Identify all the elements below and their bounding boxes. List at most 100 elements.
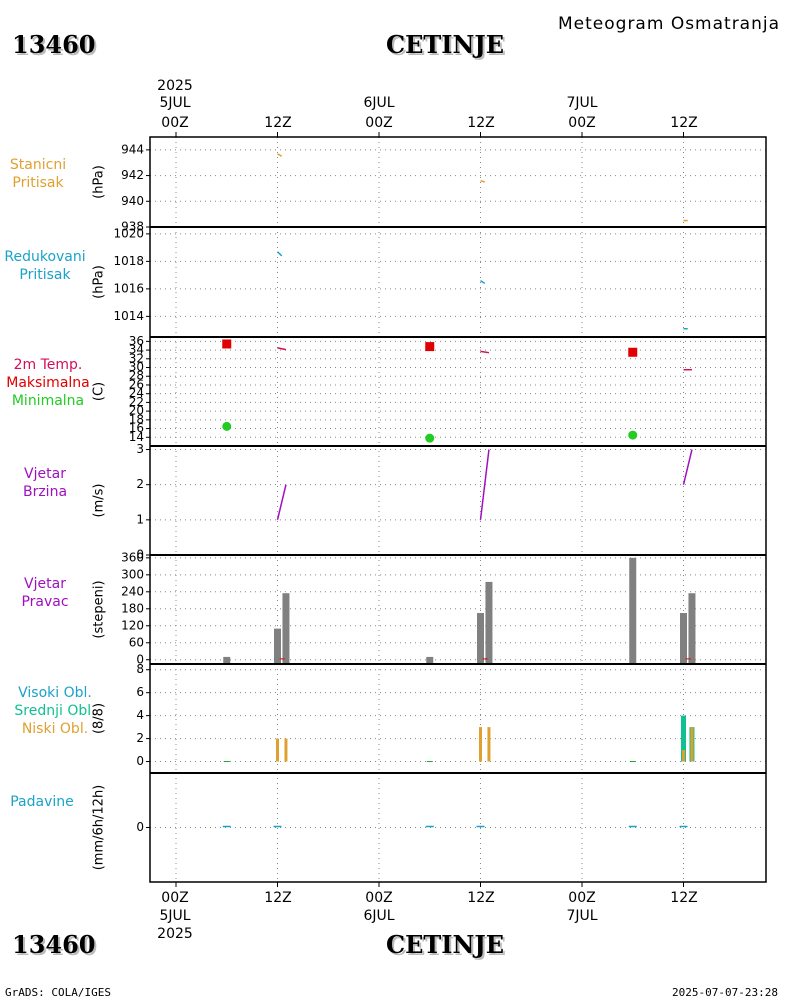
label-station-pressure-line1: Stanicni (9, 157, 67, 173)
cloud-low-bar-3 (487, 727, 491, 762)
wind-direction-bar-0 (223, 656, 231, 664)
temperature-ytick-label-8: 30 (129, 360, 144, 374)
station_pressure-segment-0 (277, 153, 283, 157)
top-hour-label-1: 00Z (161, 115, 189, 131)
label-wind-direction-line2: Pravac (21, 594, 69, 610)
temperature-ytick-label-11: 36 (129, 334, 144, 348)
footer-credit: GrADS: COLA/IGES (5, 986, 111, 999)
bottom-day-label-1: 5JUL (159, 908, 191, 924)
label-wind-direction-line1: Vjetar (24, 576, 66, 592)
reduced_pressure-ytick-label-1: 1016 (113, 281, 144, 295)
station_pressure-ytick-label-1: 940 (121, 194, 144, 208)
label-clouds: Visoki Obl. Srednji Obl. Niski Obl. (0, 684, 110, 738)
clouds-ytick-label-3: 6 (136, 685, 144, 699)
station-name-top: CETINJE (386, 30, 505, 59)
bottom-day-label-2: 6JUL (363, 908, 395, 924)
temp-min-marker-0 (222, 421, 232, 431)
label-temperature-line2: Maksimalna (6, 375, 90, 391)
clouds-ytick-label-0: 0 (136, 754, 144, 768)
temperature-ytick-label-7: 28 (129, 369, 144, 383)
cloud-low-bar-0 (276, 738, 279, 762)
wind-direction-bar-5 (485, 581, 493, 664)
station_pressure-ytick-label-2: 942 (121, 168, 144, 182)
bottom-year-label: 2025 (157, 926, 193, 942)
label-precipitation-line1: Padavine (10, 794, 74, 810)
reduced_pressure-segment-1 (480, 279, 486, 285)
label-clouds-line2: Srednji Obl. (14, 703, 96, 719)
temp-2m-segment-0 (277, 347, 287, 351)
reduced_pressure-segment-0 (276, 251, 283, 257)
wind_direction-unit-label: (stepeni) (92, 580, 107, 638)
clouds-ytick-label-4: 8 (136, 662, 144, 676)
top-day-label-3: 7JUL (566, 95, 598, 111)
wind-speed-segment-2 (682, 449, 693, 485)
top-hour-label-2: 12Z (264, 115, 292, 131)
bottom-day-label-3: 7JUL (566, 908, 598, 924)
temperature-ytick-label-1: 16 (129, 421, 144, 435)
clouds-unit-label: (8/8) (92, 703, 107, 734)
station-id-top: 13460 (12, 30, 96, 59)
temp-max-marker-2 (628, 347, 638, 357)
bottom-hour-label-5: 00Z (568, 890, 596, 906)
reduced_pressure-unit-label: (hPa) (92, 265, 107, 299)
station_pressure-ytick-label-3: 944 (121, 142, 144, 156)
wind_direction-ytick-label-3: 180 (121, 601, 144, 615)
meteogram-title: Meteogram Osmatranja (558, 14, 781, 34)
top-hour-label-3: 00Z (365, 115, 393, 131)
temperature-ytick-label-0: 14 (129, 430, 144, 444)
wind_direction-ytick-label-4: 240 (121, 584, 144, 598)
reduced_pressure-ytick-label-2: 1018 (113, 254, 144, 268)
top-day-label-1: 5JUL (159, 95, 191, 111)
bottom-hour-label-1: 00Z (161, 890, 189, 906)
temperature-ytick-label-2: 18 (129, 412, 144, 426)
top-day-label-2: 6JUL (363, 95, 395, 111)
wind_direction-ytick-label-1: 60 (129, 635, 144, 649)
wind-direction-bar-8 (688, 593, 696, 664)
label-reduced-pressure-line2: Pritisak (19, 267, 71, 283)
station_pressure-unit-label: (hPa) (92, 165, 107, 199)
temperature-ytick-label-6: 26 (129, 377, 144, 391)
bottom-hour-label-3: 00Z (365, 890, 393, 906)
temperature-unit-label: (C) (92, 382, 107, 401)
temp-max-marker-1 (425, 342, 435, 352)
temp-2m-segment-1 (480, 350, 490, 354)
temperature-ytick-label-4: 22 (129, 395, 144, 409)
reduced_pressure-ytick-label-3: 1020 (113, 226, 144, 240)
precipitation-unit-label: (mm/6h/12h) (92, 785, 107, 871)
label-station-pressure-line2: Pritisak (12, 175, 64, 191)
temp-max-marker-0 (222, 339, 232, 349)
wind_speed-ytick-label-0: 0 (136, 548, 144, 562)
label-temperature-line1: 2m Temp. (13, 357, 83, 373)
label-temperature: 2m Temp. Maksimalna Minimalna (0, 356, 96, 410)
label-wind-speed-line1: Vjetar (24, 466, 66, 482)
label-reduced-pressure-line1: Redukovani (4, 249, 86, 265)
wind_direction-ytick-label-6: 360 (121, 550, 144, 564)
top-hour-label-5: 00Z (568, 115, 596, 131)
label-clouds-line1: Visoki Obl. (18, 685, 92, 701)
station-id-bottom: 13460 (12, 930, 96, 959)
top-hour-label-4: 12Z (467, 115, 495, 131)
station_pressure-ytick-label-0: 938 (121, 220, 144, 234)
precipitation-ytick-label-0: 0 (136, 820, 144, 834)
wind-direction-bar-6 (629, 557, 637, 664)
top-hour-label-6: 12Z (670, 115, 698, 131)
wind-direction-bar-4 (477, 613, 484, 664)
wind_speed-ytick-label-1: 1 (136, 512, 144, 526)
cloud-low-bar-5 (690, 727, 694, 762)
reduced_pressure-ytick-label-0: 1014 (113, 309, 144, 323)
label-reduced-pressure: Redukovani Pritisak (0, 248, 90, 284)
bottom-hour-label-2: 12Z (264, 890, 292, 906)
clouds-ytick-label-2: 4 (136, 708, 144, 722)
temperature-ytick-label-9: 32 (129, 351, 144, 365)
label-clouds-line3: Niski Obl. (21, 721, 89, 737)
wind_direction-ytick-label-0: 0 (136, 652, 144, 666)
cloud-low-bar-1 (284, 738, 288, 762)
wind-direction-bar-7 (680, 613, 687, 664)
wind_speed-unit-label: (m/s) (92, 484, 107, 518)
temperature-ytick-label-10: 34 (129, 343, 144, 357)
wind-direction-bar-3 (426, 656, 434, 664)
temperature-ytick-label-5: 24 (129, 386, 144, 400)
label-wind-speed: Vjetar Brzina (0, 465, 90, 501)
footer-timestamp: 2025-07-07-23:28 (672, 986, 778, 999)
